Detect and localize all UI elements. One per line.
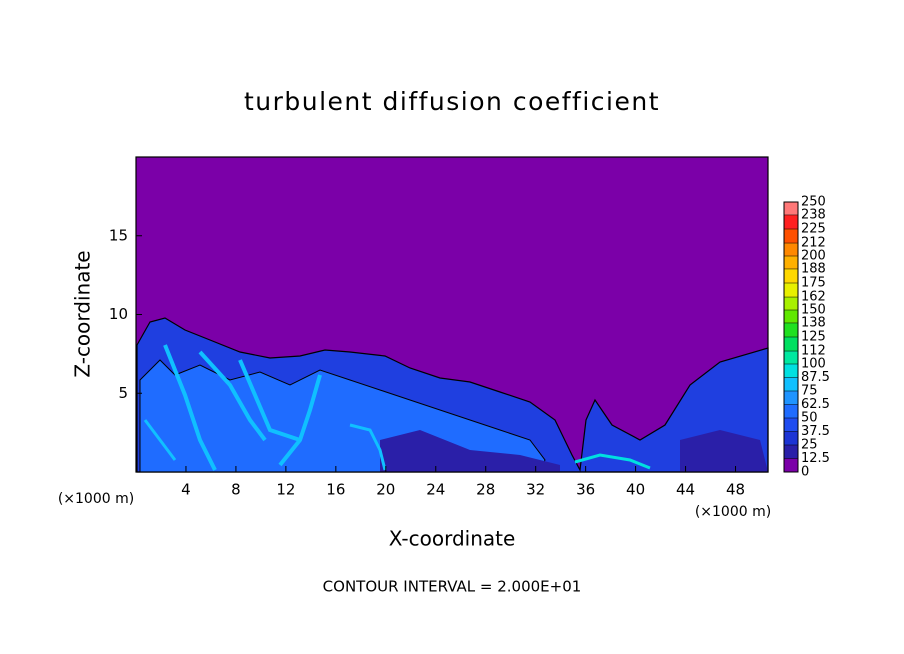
colorbar-swatch	[784, 418, 798, 432]
colorbar-swatch	[784, 310, 798, 323]
colorbar-swatch	[784, 268, 798, 283]
y-tick-label: 15	[109, 226, 128, 244]
colorbar-label: 50	[801, 411, 818, 426]
x-tick-label: 4	[181, 481, 191, 499]
colorbar-frame	[783, 201, 799, 473]
x-tick-label: 40	[626, 481, 645, 499]
colorbar-label: 112	[801, 344, 826, 359]
plot-frame	[135, 156, 769, 473]
colorbar-label: 138	[801, 315, 826, 330]
colorbar-swatch	[784, 297, 798, 310]
x-tick-label: 28	[476, 481, 495, 499]
x-tick-label: 24	[426, 481, 445, 499]
colorbar-label: 12.5	[801, 451, 830, 466]
turbulence-region	[136, 317, 769, 473]
colorbar-swatch	[784, 202, 798, 215]
colorbar-label: 175	[801, 276, 826, 291]
colorbar-swatch	[784, 445, 798, 459]
x-tick-label: 44	[676, 481, 695, 499]
colorbar-label: 100	[801, 357, 826, 372]
colorbar-swatch	[784, 377, 798, 391]
x-tick-label: 20	[376, 481, 395, 499]
colorbar-label: 225	[801, 222, 826, 237]
colorbar-label: 162	[801, 290, 826, 305]
colorbar-swatch	[784, 404, 798, 418]
x-tick-label: 8	[231, 481, 241, 499]
x-unit-label: (×1000 m)	[695, 504, 771, 520]
streak	[349, 423, 387, 471]
y-tick-label: 5	[118, 384, 128, 402]
colorbar-label: 200	[801, 249, 826, 264]
colorbar-swatch	[784, 229, 798, 244]
streak	[163, 344, 217, 471]
x-tick-label: 36	[576, 481, 595, 499]
colorbar-label: 150	[801, 303, 826, 318]
colorbar-swatch	[784, 283, 798, 298]
colorbar-swatch	[784, 214, 798, 229]
colorbar-label: 188	[801, 261, 826, 276]
colorbar-swatch	[784, 458, 798, 472]
streak	[143, 419, 177, 461]
footnote: CONTOUR INTERVAL = 2.000E+01	[323, 578, 582, 596]
colorbar-swatch	[784, 431, 798, 445]
streak	[574, 453, 651, 470]
y-tick-label: 10	[109, 305, 128, 323]
x-tick-label: 16	[326, 481, 345, 499]
streak	[238, 359, 301, 442]
colorbar-swatch	[784, 337, 798, 352]
colorbar-label: 238	[801, 207, 826, 222]
colorbar-swatch	[784, 391, 798, 405]
x-tick-label: 12	[276, 481, 295, 499]
colorbar-swatch	[784, 322, 798, 337]
colorbar-swatch	[784, 364, 798, 378]
colorbar-label: 87.5	[801, 370, 830, 385]
colorbar-swatch	[784, 351, 798, 364]
chart-title: turbulent diffusion coefficient	[244, 87, 660, 116]
x-axis-label: X-coordinate	[389, 527, 516, 551]
colorbar-label: 75	[801, 384, 818, 399]
x-tick-label: 48	[726, 481, 745, 499]
colorbar-label: 0	[801, 465, 809, 480]
streak	[278, 374, 322, 467]
y-unit-label: (×1000 m)	[58, 491, 134, 507]
colorbar-label: 125	[801, 330, 826, 345]
y-axis-label: Z-coordinate	[71, 250, 95, 377]
turbulence-deep	[380, 430, 768, 472]
colorbar-label: 62.5	[801, 397, 830, 412]
colorbar-label: 37.5	[801, 424, 830, 439]
colorbar-swatch	[784, 256, 798, 269]
colorbar-label: 212	[801, 236, 826, 251]
streak	[198, 350, 267, 442]
colorbar-swatch	[784, 243, 798, 256]
colorbar-label: 25	[801, 438, 818, 453]
x-tick-label: 32	[526, 481, 545, 499]
colorbar-label: 250	[801, 195, 826, 210]
